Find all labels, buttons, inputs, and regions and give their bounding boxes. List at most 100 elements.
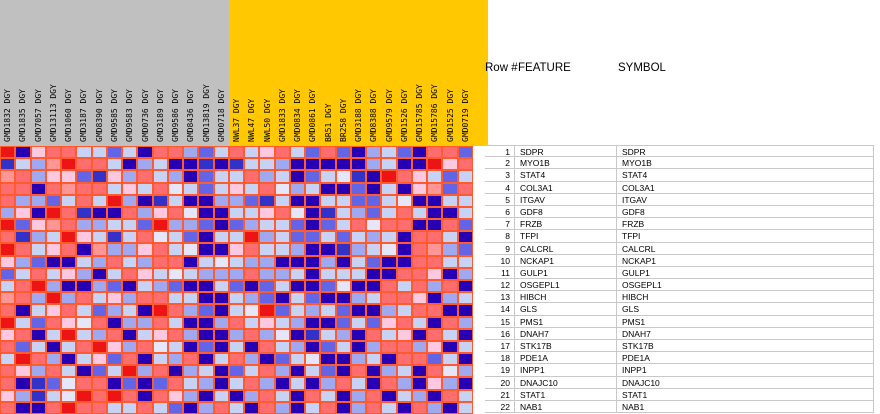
heatmap-cell[interactable]	[350, 231, 367, 244]
heatmap-cell[interactable]	[396, 231, 412, 244]
heatmap-cell[interactable]	[76, 389, 92, 402]
heatmap-cell[interactable]	[396, 146, 412, 159]
heatmap-cell[interactable]	[244, 243, 260, 256]
heatmap-cell[interactable]	[61, 219, 77, 232]
heatmap-cell[interactable]	[106, 158, 123, 171]
heatmap-cell[interactable]	[289, 170, 306, 183]
heatmap-cell[interactable]	[0, 206, 16, 220]
heatmap-cell[interactable]	[228, 182, 245, 195]
heatmap-cell[interactable]	[289, 316, 306, 329]
heatmap-cell[interactable]	[30, 243, 46, 256]
heatmap-cell[interactable]	[152, 267, 168, 280]
heatmap-cell[interactable]	[411, 340, 428, 354]
heatmap-cell[interactable]	[411, 194, 428, 207]
heatmap-cell[interactable]	[183, 267, 199, 280]
heatmap-cell[interactable]	[45, 328, 62, 341]
heatmap-cell[interactable]	[137, 316, 153, 329]
heatmap-cell[interactable]	[366, 316, 382, 329]
heatmap-cell[interactable]	[427, 316, 443, 329]
heatmap-cell[interactable]	[30, 170, 46, 183]
heatmap-cell[interactable]	[396, 267, 412, 280]
heatmap-cell[interactable]	[350, 170, 367, 183]
heatmap-cell[interactable]	[442, 231, 458, 244]
heatmap-cell[interactable]	[45, 255, 62, 268]
table-row[interactable]: 17 STK17B STK17B	[485, 340, 874, 353]
heatmap-cell[interactable]	[91, 340, 107, 354]
heatmap-cell[interactable]	[122, 292, 138, 305]
heatmap-cell[interactable]	[30, 389, 46, 402]
heatmap-cell[interactable]	[30, 280, 46, 293]
heatmap-cell[interactable]	[442, 158, 458, 171]
heatmap-cell[interactable]	[76, 206, 92, 220]
heatmap-cell[interactable]	[335, 243, 351, 256]
heatmap-cell[interactable]	[152, 231, 168, 244]
heatmap-cell[interactable]	[427, 401, 443, 414]
heatmap-cell[interactable]	[122, 194, 138, 207]
heatmap-cell[interactable]	[396, 194, 412, 207]
heatmap-cell[interactable]	[91, 219, 107, 232]
heatmap-cell[interactable]	[91, 194, 107, 207]
heatmap-cell[interactable]	[15, 365, 31, 378]
heatmap-cell[interactable]	[305, 206, 321, 220]
heatmap-cell[interactable]	[213, 292, 229, 305]
heatmap-cell[interactable]	[396, 377, 412, 390]
heatmap-cell[interactable]	[442, 280, 458, 293]
heatmap-cell[interactable]	[442, 340, 458, 354]
heatmap-cell[interactable]	[259, 304, 275, 317]
heatmap-cell[interactable]	[350, 292, 367, 305]
heatmap-cell[interactable]	[15, 158, 31, 171]
heatmap-cell[interactable]	[137, 243, 153, 256]
heatmap-cell[interactable]	[122, 340, 138, 354]
heatmap-cell[interactable]	[427, 206, 443, 220]
heatmap-cell[interactable]	[0, 316, 16, 329]
heatmap-cell[interactable]	[45, 243, 62, 256]
heatmap-cell[interactable]	[289, 194, 306, 207]
heatmap-cell[interactable]	[198, 340, 214, 354]
heatmap-cell[interactable]	[228, 328, 245, 341]
heatmap-cell[interactable]	[61, 158, 77, 171]
table-row[interactable]: 19 INPP1 INPP1	[485, 364, 874, 377]
heatmap-cell[interactable]	[30, 328, 46, 341]
heatmap-cell[interactable]	[244, 304, 260, 317]
heatmap-cell[interactable]	[244, 158, 260, 171]
heatmap-cell[interactable]	[76, 146, 92, 159]
heatmap-cell[interactable]	[213, 365, 229, 378]
heatmap-cell[interactable]	[30, 158, 46, 171]
heatmap-cell[interactable]	[366, 280, 382, 293]
heatmap-cell[interactable]	[366, 365, 382, 378]
heatmap-cell[interactable]	[15, 316, 31, 329]
heatmap-cell[interactable]	[15, 292, 31, 305]
heatmap-cell[interactable]	[350, 280, 367, 293]
heatmap-cell[interactable]	[244, 219, 260, 232]
heatmap-cell[interactable]	[137, 365, 153, 378]
heatmap-cell[interactable]	[122, 316, 138, 329]
heatmap-cell[interactable]	[381, 170, 397, 183]
heatmap-cell[interactable]	[0, 182, 16, 195]
heatmap-cell[interactable]	[366, 219, 382, 232]
heatmap-cell[interactable]	[381, 316, 397, 329]
heatmap-cell[interactable]	[350, 340, 367, 354]
heatmap-cell[interactable]	[30, 304, 46, 317]
heatmap-cell[interactable]	[61, 365, 77, 378]
heatmap-cell[interactable]	[106, 267, 123, 280]
heatmap-cell[interactable]	[167, 292, 184, 305]
heatmap-cell[interactable]	[122, 182, 138, 195]
table-row[interactable]: 18 PDE1A PDE1A	[485, 352, 874, 365]
heatmap-cell[interactable]	[350, 316, 367, 329]
heatmap-cell[interactable]	[198, 328, 214, 341]
heatmap-cell[interactable]	[335, 401, 351, 414]
heatmap-cell[interactable]	[198, 182, 214, 195]
heatmap-cell[interactable]	[15, 353, 31, 366]
heatmap-cell[interactable]	[228, 231, 245, 244]
heatmap-cell[interactable]	[167, 365, 184, 378]
heatmap-cell[interactable]	[152, 401, 168, 414]
heatmap-cell[interactable]	[137, 170, 153, 183]
heatmap-cell[interactable]	[396, 365, 412, 378]
table-row[interactable]: 4 COL3A1 COL3A1	[485, 181, 874, 194]
heatmap-cell[interactable]	[442, 377, 458, 390]
heatmap-cell[interactable]	[137, 292, 153, 305]
heatmap-cell[interactable]	[305, 353, 321, 366]
heatmap-cell[interactable]	[0, 389, 16, 402]
heatmap-cell[interactable]	[427, 255, 443, 268]
heatmap-cell[interactable]	[122, 401, 138, 414]
